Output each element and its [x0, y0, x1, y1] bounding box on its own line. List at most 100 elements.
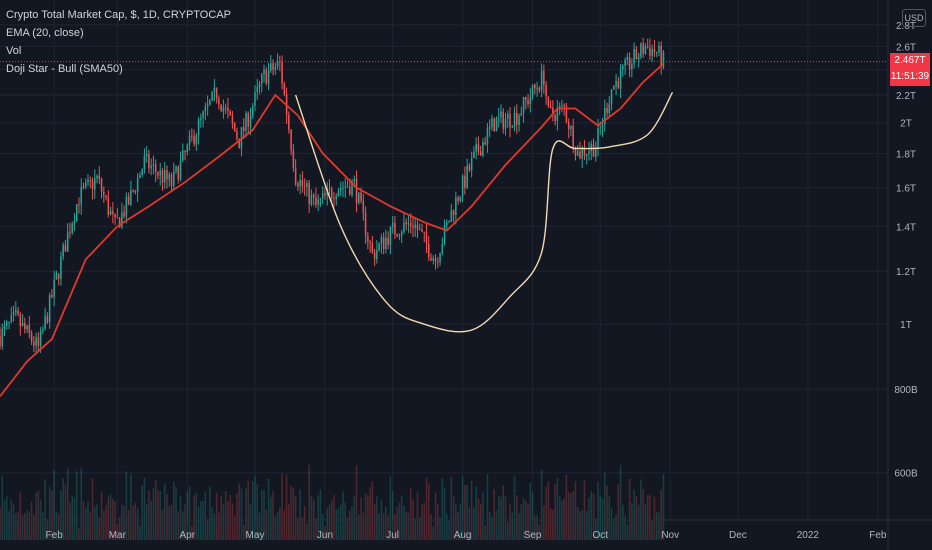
- candle-body: [315, 197, 317, 205]
- volume-bar: [516, 495, 518, 540]
- candle-body: [351, 181, 353, 195]
- candle-body: [376, 250, 378, 260]
- volume-bar: [342, 491, 344, 540]
- candle-body: [148, 154, 150, 169]
- volume-bar: [387, 515, 389, 540]
- x-tick-label: Feb: [869, 530, 887, 541]
- volume-bar: [6, 496, 8, 540]
- candle-body: [227, 107, 229, 112]
- volume-bar: [479, 503, 482, 540]
- candle-body: [39, 330, 42, 346]
- candle-body: [653, 49, 656, 53]
- candle-body: [362, 200, 365, 213]
- candle-body: [367, 236, 369, 242]
- candle-body: [94, 178, 96, 190]
- candle-body: [601, 124, 604, 128]
- indicator-doji-star[interactable]: Doji Star - Bull (SMA50): [6, 63, 123, 75]
- volume-bar: [182, 511, 184, 540]
- volume-bar: [94, 506, 96, 540]
- candle-body: [33, 341, 35, 346]
- candle-body: [328, 188, 331, 190]
- volume-bar: [493, 489, 495, 540]
- volume-bar: [522, 497, 525, 540]
- candle-body: [651, 49, 653, 56]
- volume-bar: [245, 488, 247, 540]
- volume-bar: [543, 505, 545, 540]
- candle-body: [531, 84, 534, 98]
- volume-bar: [407, 512, 410, 540]
- volume-bar: [615, 514, 617, 540]
- candle-body: [527, 100, 529, 104]
- candle-body: [163, 170, 166, 183]
- volume-bar: [633, 489, 635, 540]
- candle-body: [405, 222, 407, 225]
- symbol-title[interactable]: Crypto Total Market Cap, $, 1D, CRYPTOCA…: [6, 9, 231, 21]
- candle-body: [236, 131, 238, 139]
- volume-bar: [75, 471, 78, 540]
- candle-body: [475, 144, 477, 152]
- candle-body: [319, 198, 322, 200]
- candle-body: [473, 151, 475, 159]
- volume-bar: [285, 474, 288, 540]
- candle-body: [123, 212, 125, 217]
- indicator-volume[interactable]: Vol: [6, 45, 22, 57]
- candle-body: [655, 52, 658, 54]
- candle-body: [545, 84, 547, 97]
- candle-body: [60, 256, 62, 279]
- volume-bar: [441, 478, 444, 540]
- candle-body: [290, 129, 292, 151]
- candle-body: [125, 196, 128, 217]
- candle-body: [249, 116, 252, 127]
- volume-bar: [306, 523, 308, 540]
- candle-body: [161, 170, 164, 183]
- candle-body: [272, 63, 274, 70]
- candle-body: [3, 325, 6, 329]
- volume-bar: [130, 473, 132, 540]
- candle-body: [159, 170, 161, 176]
- candle-body: [502, 111, 505, 129]
- indicator-ema[interactable]: EMA (20, close): [6, 27, 84, 39]
- candle-body: [522, 97, 525, 114]
- volume-bar: [502, 485, 505, 540]
- candle-body: [398, 235, 401, 237]
- candle-body: [570, 126, 572, 130]
- x-tick-label: Nov: [661, 530, 679, 541]
- candle-body: [211, 91, 213, 101]
- volume-bar: [337, 508, 340, 540]
- volume-bar: [134, 502, 137, 540]
- candle-body: [493, 118, 495, 132]
- candle-body: [218, 98, 220, 105]
- volume-bar: [351, 505, 353, 540]
- volume-bar: [51, 490, 53, 540]
- volume-bar: [186, 491, 189, 540]
- volume-bar: [446, 513, 448, 540]
- candle-body: [224, 107, 227, 109]
- volume-bar: [455, 504, 457, 540]
- volume-bar: [294, 496, 297, 540]
- candle-body: [96, 175, 98, 179]
- volume-bar: [382, 513, 385, 540]
- volume-bar: [44, 479, 46, 540]
- volume-bar: [145, 504, 148, 540]
- volume-bar: [644, 503, 647, 540]
- candle-body: [477, 144, 480, 152]
- candle-body: [324, 193, 326, 196]
- volume-bar: [434, 492, 437, 540]
- candle-body: [103, 191, 105, 196]
- volume-bar: [168, 505, 171, 540]
- currency-button[interactable]: USD: [902, 9, 926, 27]
- volume-bar: [213, 513, 216, 540]
- volume-bar: [464, 484, 466, 540]
- volume-bar: [400, 495, 403, 540]
- volume-bar: [299, 489, 301, 540]
- candle-body: [644, 46, 647, 54]
- volume-bar: [624, 515, 626, 540]
- volume-bar: [409, 488, 412, 540]
- volume-bar: [8, 511, 10, 540]
- candle-body: [525, 97, 527, 101]
- candle-body: [538, 87, 541, 91]
- candle-body: [534, 84, 536, 89]
- volume-bar: [642, 488, 644, 540]
